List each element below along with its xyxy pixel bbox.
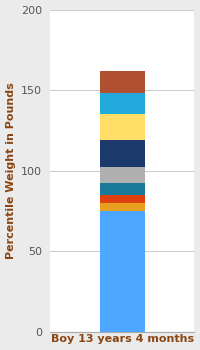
Bar [100,93,145,114]
Bar [100,140,145,167]
Y-axis label: Percentile Weight in Pounds: Percentile Weight in Pounds [6,82,16,259]
Bar [100,183,145,195]
Bar [100,203,145,211]
Bar [100,195,145,203]
Bar [100,167,145,183]
Bar [100,114,145,140]
Bar [100,71,145,93]
Bar [100,211,145,332]
